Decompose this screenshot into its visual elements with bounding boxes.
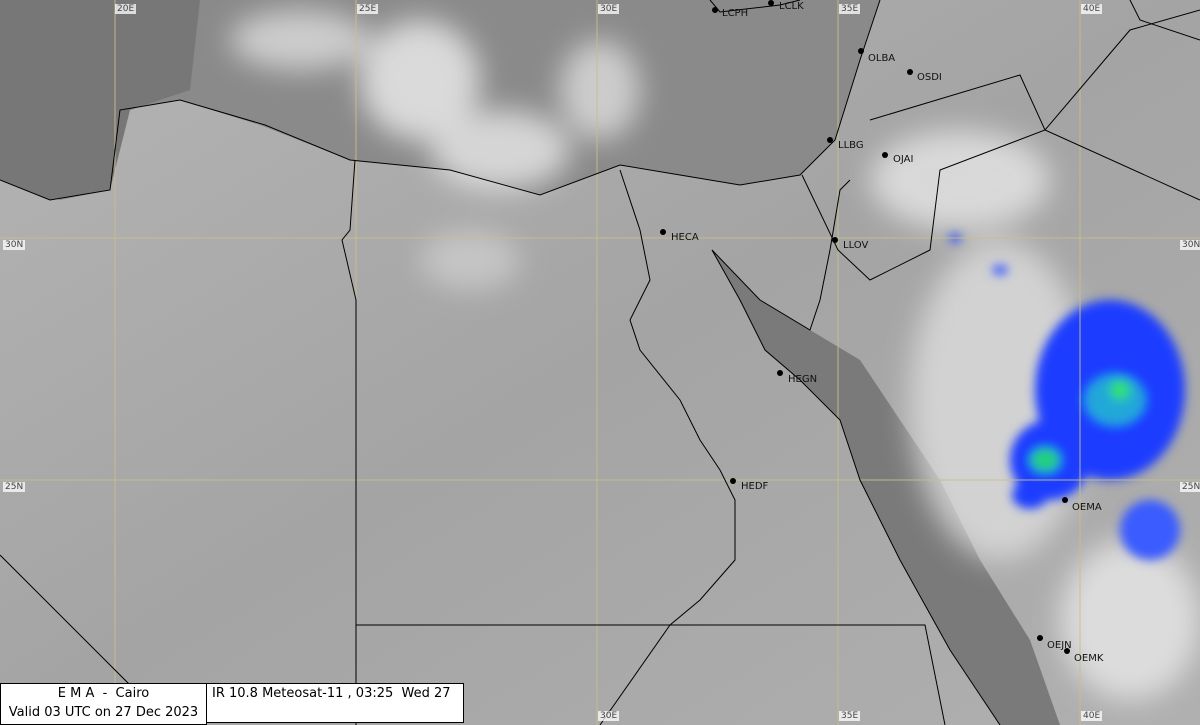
station-dot xyxy=(907,69,913,75)
station-dot xyxy=(1064,648,1070,654)
valid-time-label: Valid 03 UTC on 27 Dec 2023 xyxy=(8,705,199,720)
grid-label-35e: 35E xyxy=(839,4,861,14)
station-label: LCPH xyxy=(722,8,749,19)
station-dot xyxy=(882,152,888,158)
grid-label-35e-bottom: 35E xyxy=(839,711,861,721)
station-dot xyxy=(730,478,736,484)
grid-label-30e-bottom: 30E xyxy=(598,711,620,721)
station-dot xyxy=(712,7,718,13)
grid-label-40e: 40E xyxy=(1081,4,1103,14)
sirte-gulf xyxy=(0,0,200,200)
station-label: OSDI xyxy=(917,72,942,83)
station-dot xyxy=(832,237,838,243)
station-dot xyxy=(827,137,833,143)
grid-label-25e: 25E xyxy=(357,4,379,14)
station-label: OEJN xyxy=(1047,640,1072,651)
grid-label-40e-bottom: 40E xyxy=(1081,711,1103,721)
station-label: HECA xyxy=(671,232,699,243)
station-label: HEGN xyxy=(788,374,818,385)
product-label: IR 10.8 Meteosat-11 , 03:25 Wed 27 xyxy=(212,686,451,701)
grid-label-20e: 20E xyxy=(115,4,137,14)
station-label: OEMK xyxy=(1074,653,1104,664)
station-label: LLOV xyxy=(843,240,869,251)
station-dot xyxy=(1062,497,1068,503)
grid-label-25n: 25N xyxy=(3,482,26,492)
station-dot xyxy=(768,0,774,6)
grid-label-30n: 30N xyxy=(3,240,26,250)
station-label: OLBA xyxy=(868,53,896,64)
station-dot xyxy=(777,370,783,376)
station-label: HEDF xyxy=(741,481,769,492)
station-label: LCLK xyxy=(779,1,804,12)
station-label: OJAI xyxy=(893,154,914,165)
grid-label-30e: 30E xyxy=(598,4,620,14)
agency-info-box: E M A - Cairo Valid 03 UTC on 27 Dec 202… xyxy=(0,683,207,725)
station-dot xyxy=(858,48,864,54)
station-dot xyxy=(1037,635,1043,641)
station-dot xyxy=(660,229,666,235)
station-label: LLBG xyxy=(838,140,864,151)
product-info-box: IR 10.8 Meteosat-11 , 03:25 Wed 27 xyxy=(206,683,464,723)
red-sea xyxy=(712,250,1060,725)
agency-label: E M A - Cairo xyxy=(57,686,150,701)
grid-label-30n-right: 30N xyxy=(1180,240,1200,250)
grid-label-25n-right: 25N xyxy=(1180,482,1200,492)
station-label: OEMA xyxy=(1072,502,1102,513)
